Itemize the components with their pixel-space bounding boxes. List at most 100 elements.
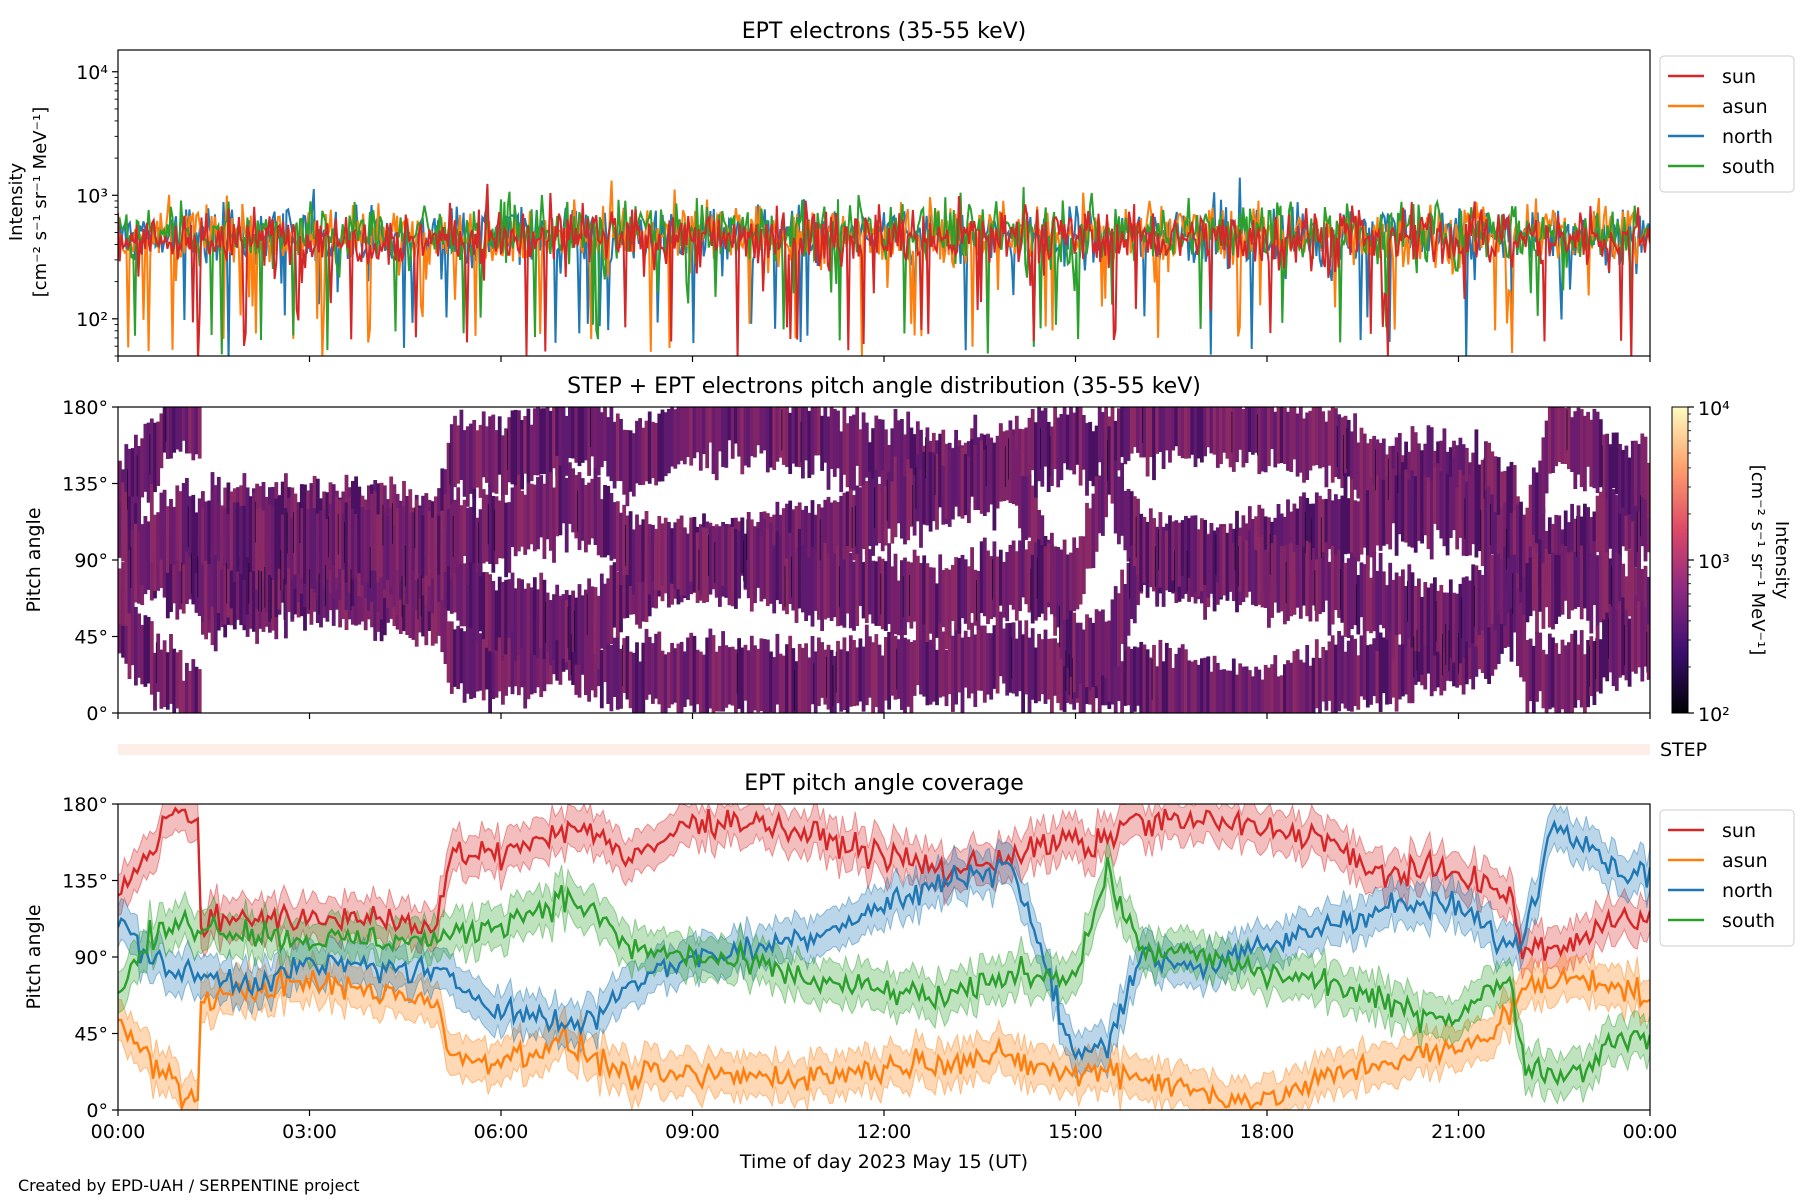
heatmap-cell (868, 471, 872, 546)
heatmap-cell (1107, 620, 1112, 702)
heatmap-cell (216, 539, 221, 614)
heatmap-cell (1324, 498, 1329, 557)
heatmap-cell (465, 426, 470, 507)
panel1-ylabel-line1: Intensity (6, 162, 27, 241)
heatmap-cell (903, 476, 907, 545)
heatmap-cell (389, 508, 394, 587)
heatmap-cell (1560, 544, 1565, 615)
heatmap-cell (1104, 407, 1108, 469)
heatmap-cell (1330, 635, 1335, 713)
heatmap-cell (1624, 445, 1629, 516)
heatmap-cell (1602, 554, 1606, 622)
heatmap-cell (676, 407, 681, 465)
heatmap-cell (261, 510, 266, 581)
heatmap-cell (1637, 443, 1641, 512)
heatmap-cell (127, 605, 132, 680)
heatmap-cell (1605, 433, 1610, 499)
heatmap-cell (1238, 407, 1243, 450)
heatmap-cell (788, 532, 793, 604)
heatmap-cell (660, 650, 665, 713)
heatmap-cell (146, 521, 151, 590)
heatmap-cell (1627, 550, 1632, 617)
heatmap-cell (1002, 561, 1006, 618)
heatmap-cell (1487, 549, 1491, 628)
heatmap-cell (673, 522, 678, 590)
heatmap-cell (1541, 649, 1546, 709)
series-asun-line (118, 180, 1650, 356)
heatmap-cell (855, 485, 860, 567)
heatmap-cell (823, 407, 828, 463)
heatmap-cell (1362, 618, 1367, 700)
heatmap-cell (880, 558, 885, 630)
heatmap-cell (469, 506, 473, 563)
heatmap-cell (1602, 434, 1606, 498)
heatmap-cell (1484, 441, 1488, 516)
heatmap-cell (1011, 434, 1016, 505)
heatmap-cell (1158, 407, 1163, 452)
heatmap-cell (1595, 495, 1600, 553)
heatmap-cell (1075, 622, 1080, 699)
heatmap-cell (1378, 552, 1383, 625)
heatmap-cell (1050, 426, 1054, 486)
heatmap-cell (801, 545, 805, 613)
heatmap-cell (596, 407, 601, 476)
heatmap-cell (1088, 617, 1093, 691)
heatmap-cell (555, 455, 560, 537)
heatmap-cell (1608, 482, 1613, 549)
heatmap-cell (1611, 611, 1616, 687)
heatmap-cell (1630, 485, 1635, 567)
heatmap-cell (1314, 407, 1319, 466)
heatmap-cell (169, 407, 173, 459)
heatmap-cell (848, 416, 853, 493)
xtick-label: 00:00 (91, 1121, 146, 1143)
heatmap-cell (820, 558, 824, 631)
heatmap-cell (143, 516, 148, 595)
heatmap-cell (1637, 601, 1641, 668)
heatmap-cell (909, 562, 914, 629)
heatmap-cell (1618, 490, 1622, 557)
heatmap-cell (1334, 408, 1338, 478)
heatmap-cell (651, 421, 655, 479)
heatmap-cell (1148, 407, 1153, 458)
heatmap-cell (785, 407, 789, 467)
heatmap-cell (874, 561, 879, 626)
heatmap-cell (1302, 547, 1306, 606)
heatmap-cell (922, 616, 927, 697)
heatmap-cell (599, 649, 604, 709)
heatmap-cell (1605, 612, 1610, 682)
heatmap-cell (194, 666, 199, 713)
heatmap-cell (162, 640, 167, 707)
heatmap-cell (456, 487, 461, 568)
heatmap-cell (603, 407, 607, 461)
heatmap-cell (1247, 670, 1252, 713)
heatmap-cell (721, 631, 725, 712)
heatmap-cell (638, 524, 642, 583)
heatmap-cell (1487, 442, 1491, 520)
heatmap-cell (919, 429, 923, 505)
heatmap-cell (520, 579, 524, 649)
heatmap-cell (743, 407, 748, 466)
heatmap-cell (1129, 491, 1134, 546)
step-bar (118, 744, 1650, 755)
heatmap-cell (1598, 639, 1603, 694)
heatmap-cell (1289, 543, 1294, 617)
heatmap-cell (1646, 624, 1650, 680)
heatmap-cell (593, 587, 598, 654)
heatmap-cell (644, 550, 649, 623)
heatmap-cell (1136, 647, 1140, 706)
heatmap-cell (651, 524, 655, 581)
heatmap-cell (1646, 576, 1650, 633)
heatmap-cell (424, 550, 429, 606)
heatmap-cell (861, 485, 866, 549)
heatmap-cell (303, 509, 307, 584)
heatmap-cell (1075, 407, 1080, 465)
heatmap-cell (207, 540, 212, 620)
heatmap-cell (1005, 623, 1010, 696)
heatmap-cell (1123, 490, 1128, 551)
heatmap-cell (982, 537, 987, 617)
heatmap-cell (877, 556, 882, 626)
heatmap-cell (1471, 610, 1476, 690)
heatmap-cell (759, 535, 764, 602)
heatmap-cell (1439, 633, 1444, 696)
heatmap-cell (1040, 545, 1045, 614)
